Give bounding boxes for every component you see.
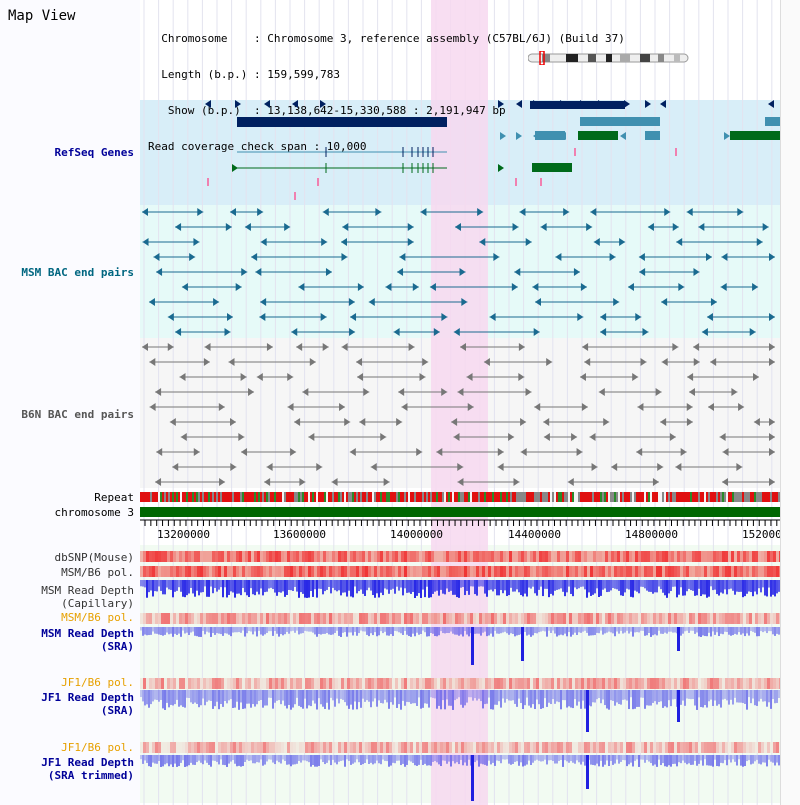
jf1-pol-label-2[interactable]: JF1/B6 pol. xyxy=(61,741,134,754)
jf1-pol-label[interactable]: JF1/B6 pol. xyxy=(61,676,134,689)
msm-bac-label[interactable]: MSM BAC end pairs xyxy=(21,266,134,279)
refseq-gene-features xyxy=(205,100,780,200)
axis-ruler xyxy=(140,519,780,526)
msm-bac-pairs xyxy=(142,208,775,336)
axis-tick-13200000: 13200000 xyxy=(157,528,210,541)
msm-pol-heat xyxy=(140,566,782,577)
axis-tick-13600000: 13600000 xyxy=(273,528,326,541)
chromosome-bar xyxy=(140,507,780,517)
msm-pol-label[interactable]: MSM/B6 pol. xyxy=(61,566,134,579)
dbsnp-label[interactable]: dbSNP(Mouse) xyxy=(54,551,134,564)
jf1-depth-trim-label[interactable]: JF1 Read Depth (SRA trimmed) xyxy=(41,756,134,782)
jf1-pol-heat-2 xyxy=(140,742,782,753)
axis-tick-14800000: 14800000 xyxy=(625,528,678,541)
info-line-chromosome: Chromosome : Chromosome 3, reference ass… xyxy=(148,32,625,45)
chromosome-ideogram[interactable] xyxy=(528,51,698,65)
msm-depth-sra xyxy=(140,627,780,665)
msm-depth-sra-label[interactable]: MSM Read Depth (SRA) xyxy=(41,627,134,653)
info-line-length: Length (b.p.) : 159,599,783 xyxy=(148,68,341,81)
axis-tick-14400000: 14400000 xyxy=(508,528,561,541)
chromosome-label: chromosome 3 xyxy=(54,506,134,519)
repeat-label: Repeat xyxy=(94,491,134,504)
jf1-depth-trim xyxy=(140,755,780,801)
jf1-depth-sra xyxy=(140,690,780,732)
jf1-pol-heat xyxy=(140,678,782,689)
axis-tick-14000000: 14000000 xyxy=(390,528,443,541)
page-title: Map View xyxy=(8,8,76,24)
info-line-coverage: Read coverage check span : 10,000 xyxy=(148,140,367,153)
right-border xyxy=(780,0,800,805)
msm-pol-heat-2 xyxy=(140,613,782,624)
repeat-track xyxy=(140,492,780,502)
msm-pol-label-2[interactable]: MSM/B6 pol. xyxy=(61,611,134,624)
msm-depth-capillary-label[interactable]: MSM Read Depth (Capillary) xyxy=(41,584,134,610)
refseq-genes-label[interactable]: RefSeq Genes xyxy=(54,146,134,159)
left-panel-bg xyxy=(0,0,140,805)
jf1-depth-sra-label[interactable]: JF1 Read Depth (SRA) xyxy=(41,691,134,717)
dbsnp-heat xyxy=(140,551,782,562)
msm-depth-capillary xyxy=(140,580,780,598)
selected-region-highlight[interactable] xyxy=(431,0,488,805)
b6n-bac-pairs xyxy=(142,343,775,486)
chromosome-info: Chromosome : Chromosome 3, reference ass… xyxy=(148,9,625,177)
b6n-bac-label[interactable]: B6N BAC end pairs xyxy=(21,408,134,421)
info-line-show: Show (b.p.) : 13,138,642-15,330,588 : 2,… xyxy=(148,104,506,117)
